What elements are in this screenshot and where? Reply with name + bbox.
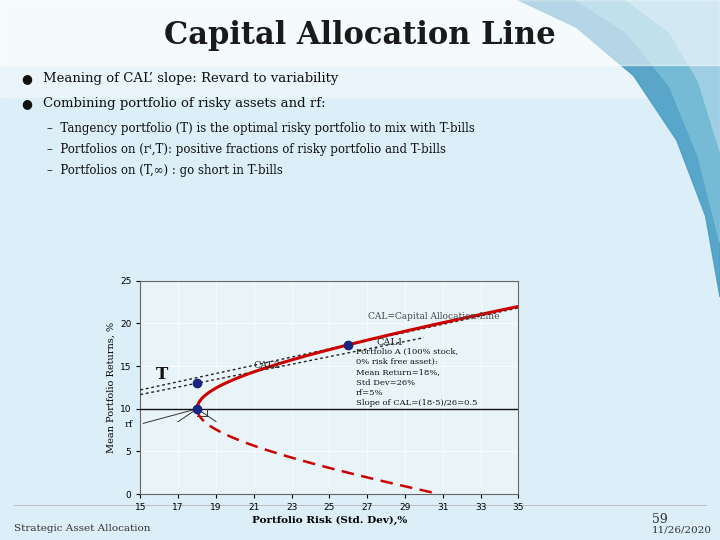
Bar <box>0 0 720 97</box>
Text: –  Portfolios on (T,∞) : go short in T-bills: – Portfolios on (T,∞) : go short in T-bi… <box>47 164 283 177</box>
Polygon shape <box>626 0 720 151</box>
Text: 11/26/2020: 11/26/2020 <box>652 526 711 535</box>
Text: CAL=Capital Allocation Line: CAL=Capital Allocation Line <box>368 312 499 321</box>
Text: Meaning of CAL’ slope: Revard to variability: Meaning of CAL’ slope: Revard to variabi… <box>43 72 338 85</box>
X-axis label: Portfolio Risk (Std. Dev),%: Portfolio Risk (Std. Dev),% <box>252 516 407 525</box>
Polygon shape <box>518 0 720 297</box>
Text: ●: ● <box>22 72 32 85</box>
Text: Combining portfolio of risky assets and rf:: Combining portfolio of risky assets and … <box>43 97 326 110</box>
Text: Capital Allocation Line: Capital Allocation Line <box>164 19 556 51</box>
Text: CAL2: CAL2 <box>254 361 281 370</box>
Text: ●: ● <box>22 97 32 110</box>
Text: 59: 59 <box>652 513 667 526</box>
Text: Portfolio A (100% stock,
0% risk free asset):
Mean Return=18%,
Std Dev=26%
rf=5%: Portfolio A (100% stock, 0% risk free as… <box>356 347 477 407</box>
Text: –  Portfolios on (rⁱ,T): positive fractions of risky portfolio and T-bills: – Portfolios on (rⁱ,T): positive fractio… <box>47 143 446 156</box>
Y-axis label: Mean Portfolio Returns, %: Mean Portfolio Returns, % <box>107 322 116 453</box>
Polygon shape <box>576 0 720 243</box>
Text: –  Tangency portfolio (T) is the optimal risky portfolio to mix with T-bills: – Tangency portfolio (T) is the optimal … <box>47 122 474 135</box>
Text: T: T <box>156 366 168 383</box>
Text: rf: rf <box>125 420 133 429</box>
Text: Strategic Asset Allocation: Strategic Asset Allocation <box>14 524 151 532</box>
Text: CAL1: CAL1 <box>377 338 404 347</box>
Bar <box>0 0 720 65</box>
